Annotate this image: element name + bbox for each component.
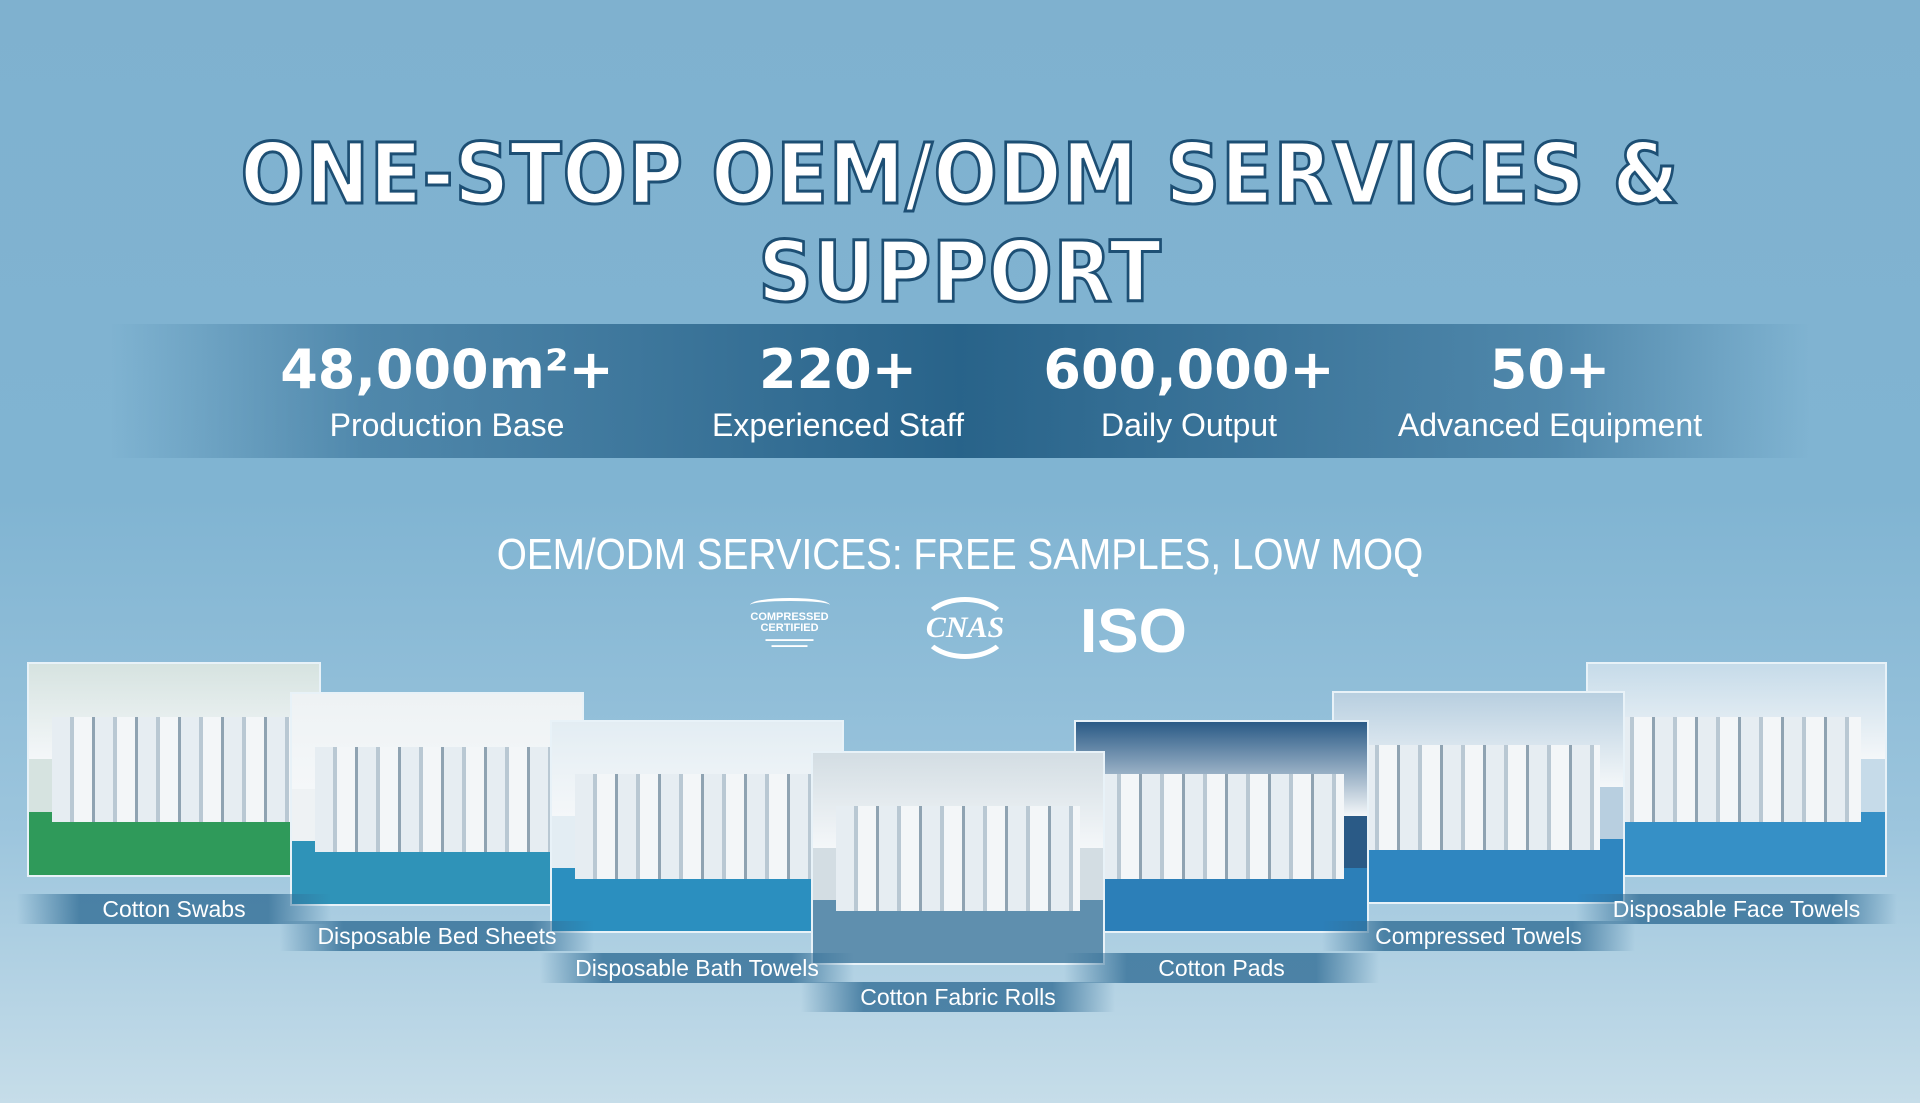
stat-value: 50+: [1489, 338, 1611, 401]
page-title: ONE-STOP OEM/ODM SERVICES & SUPPORT: [239, 124, 1680, 323]
stat-value: 48,000m²+: [280, 338, 614, 401]
stat-daily-output: 600,000+ Daily Output: [979, 338, 1399, 444]
stat-equipment: 50+ Advanced Equipment: [1340, 338, 1760, 444]
product-photo: [1332, 691, 1625, 904]
logo-fine-print: ▬▬▬▬▬▬▬▬ ▬▬▬▬▬▬: [765, 637, 814, 649]
stat-production-base: 48,000m²+ Production Base: [237, 338, 657, 444]
product-photo: [1074, 720, 1369, 933]
photo-floor: [813, 900, 1103, 963]
product-label: Disposable Face Towels: [1576, 894, 1897, 924]
photo-machinery: [1357, 745, 1600, 850]
photo-floor: [1334, 839, 1623, 902]
stat-label: Advanced Equipment: [1397, 407, 1703, 443]
stat-label: Production Base: [329, 407, 565, 443]
stat-value: 220+: [759, 338, 917, 401]
photo-machinery: [1099, 774, 1344, 879]
product-photo: [811, 751, 1105, 965]
product-label: Disposable Bed Sheets: [280, 921, 594, 951]
product-label: Cotton Pads: [1064, 953, 1379, 983]
stat-value: 600,000+: [1043, 338, 1335, 401]
photo-floor: [1076, 868, 1367, 931]
services-subtitle: OEM/ODM SERVICES: FREE SAMPLES, LOW MOQ: [496, 530, 1424, 579]
photo-machinery: [575, 774, 819, 879]
product-photo: [550, 720, 844, 933]
photo-floor: [1588, 811, 1885, 875]
logo-text: COMPRESSED CERTIFIED: [750, 611, 829, 634]
photo-machinery: [52, 716, 296, 823]
compressed-certified-logo: COMPRESSED CERTIFIED ▬▬▬▬▬▬▬▬ ▬▬▬▬▬▬: [742, 598, 837, 649]
product-photo: [27, 662, 321, 877]
product-label: Compressed Towels: [1322, 921, 1635, 951]
stats-band: [110, 324, 1810, 458]
product-label: Disposable Bath Towels: [540, 953, 854, 983]
stat-label: Experienced Staff: [711, 407, 964, 443]
product-photo: [290, 692, 584, 906]
product-photo: [1586, 662, 1887, 877]
photo-machinery: [315, 746, 559, 852]
photo-floor: [552, 868, 842, 931]
photo-floor: [292, 841, 582, 904]
logo-arc: [749, 598, 830, 612]
product-label: Cotton Swabs: [17, 894, 331, 924]
photo-machinery: [1611, 716, 1862, 823]
stat-staff: 220+ Experienced Staff: [628, 338, 1048, 444]
iso-logo: ISO: [1080, 597, 1187, 666]
photo-machinery: [836, 805, 1080, 911]
photo-floor: [29, 811, 319, 875]
cnas-logo: CNAS: [920, 597, 1010, 659]
product-label: Cotton Fabric Rolls: [801, 982, 1115, 1012]
stat-label: Daily Output: [1100, 407, 1278, 443]
